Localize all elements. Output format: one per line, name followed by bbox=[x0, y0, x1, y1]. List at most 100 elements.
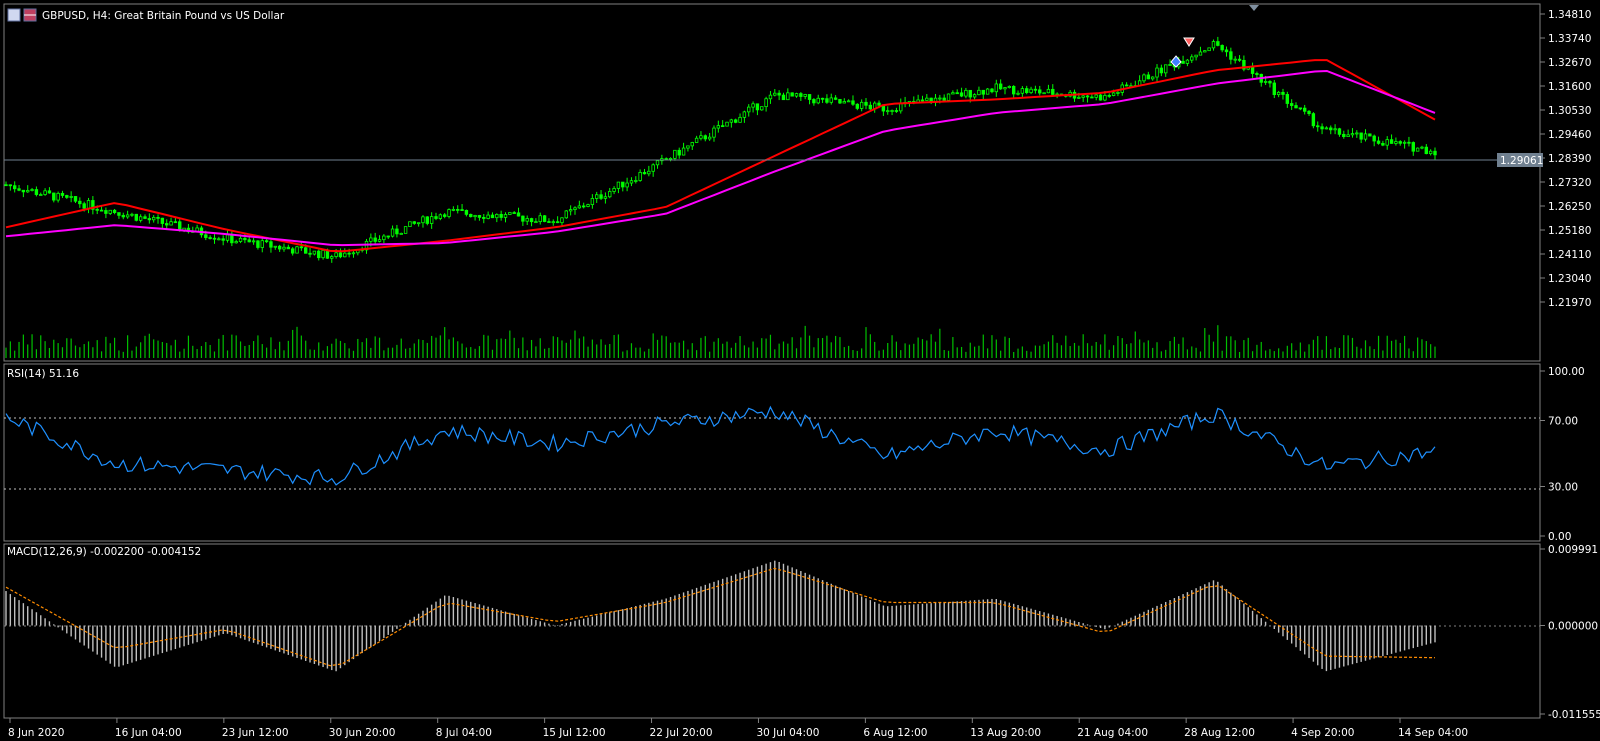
candle-body bbox=[282, 246, 286, 250]
time-axis: 8 Jun 2020 16 Jun 04:00 23 Jun 12:00 30 Jun… bbox=[8, 718, 1468, 739]
candle-body bbox=[382, 235, 386, 241]
candle-body bbox=[807, 94, 812, 100]
candle-body bbox=[477, 215, 482, 218]
candle-body bbox=[277, 245, 282, 250]
time-axis-label: 16 Jun 04:00 bbox=[115, 727, 182, 739]
candle-body bbox=[651, 164, 655, 172]
candle-body bbox=[942, 97, 946, 101]
candle-body bbox=[1029, 88, 1033, 93]
candle-body bbox=[938, 97, 942, 100]
candle-body bbox=[751, 103, 755, 108]
candle-body bbox=[334, 252, 338, 257]
candle-body bbox=[977, 89, 981, 96]
candle-body bbox=[742, 111, 747, 118]
candle-body bbox=[1190, 56, 1194, 61]
candle-body bbox=[712, 127, 716, 138]
chart-shift-marker-icon[interactable] bbox=[1249, 5, 1259, 11]
candle-body bbox=[1033, 88, 1038, 91]
time-axis-label: 30 Jul 04:00 bbox=[756, 727, 819, 739]
candle-body bbox=[1016, 92, 1020, 95]
trade-arrow-buy-icon[interactable] bbox=[1170, 55, 1182, 68]
candle-body bbox=[629, 180, 634, 184]
candle-body bbox=[994, 83, 999, 93]
candle-body bbox=[568, 209, 573, 212]
macd-axis: 0.009991 0.000000 -0.011555 bbox=[1540, 544, 1600, 721]
symbol-title: GBPUSD, H4: Great Britain Pound vs US Do… bbox=[42, 10, 285, 22]
price-axis-label: 1.34810 bbox=[1548, 9, 1591, 21]
candle-body bbox=[425, 216, 430, 224]
candle-body bbox=[894, 110, 899, 112]
price-axis-label: 1.21970 bbox=[1548, 297, 1591, 309]
candle-body bbox=[56, 192, 60, 201]
candle-body bbox=[1342, 133, 1346, 138]
candle-body bbox=[1255, 73, 1259, 75]
candle-body bbox=[143, 216, 147, 219]
candle-body bbox=[794, 93, 799, 97]
trade-arrow-sell-icon[interactable] bbox=[1183, 37, 1195, 47]
candle-body bbox=[269, 241, 273, 248]
macd-axis-label: 0.000000 bbox=[1548, 621, 1598, 633]
candle-body bbox=[456, 209, 460, 211]
candle-body bbox=[803, 94, 807, 97]
candle-body bbox=[121, 214, 125, 218]
time-axis-label: 22 Jul 20:00 bbox=[650, 727, 713, 739]
candle-body bbox=[151, 216, 156, 221]
candle-body bbox=[1003, 87, 1007, 90]
candle-body bbox=[985, 88, 990, 95]
price-axis-label: 1.28390 bbox=[1548, 153, 1591, 165]
time-axis-label: 4 Sep 20:00 bbox=[1291, 727, 1354, 739]
time-axis-label: 6 Aug 12:00 bbox=[863, 727, 927, 739]
candle-body bbox=[747, 106, 751, 113]
candle-body bbox=[1272, 82, 1276, 96]
candle-body bbox=[1398, 141, 1402, 144]
candle-body bbox=[734, 119, 738, 123]
candle-body bbox=[590, 198, 595, 205]
candle-body bbox=[412, 221, 416, 224]
candle-body bbox=[946, 93, 951, 101]
time-axis-label: 8 Jun 2020 bbox=[8, 727, 64, 739]
candle-body bbox=[534, 221, 538, 224]
candle-body bbox=[846, 100, 851, 103]
candle-body bbox=[1090, 96, 1094, 99]
price-axis-label: 1.32670 bbox=[1548, 57, 1591, 69]
candle-body bbox=[786, 92, 790, 101]
candle-body bbox=[1346, 134, 1350, 138]
candle-body bbox=[816, 97, 820, 104]
rsi-axis-label: 100.00 bbox=[1548, 366, 1585, 378]
current-price-tag: 1.29061 bbox=[1497, 153, 1543, 167]
candle-body bbox=[1237, 58, 1242, 61]
candle-body bbox=[694, 137, 699, 143]
candle-body bbox=[225, 234, 230, 241]
candle-body bbox=[303, 247, 308, 254]
candle-body bbox=[34, 189, 39, 195]
candle-body bbox=[165, 223, 169, 226]
candle-body bbox=[308, 252, 312, 255]
candle-body bbox=[720, 125, 725, 128]
candle-body bbox=[434, 216, 438, 219]
candle-body bbox=[26, 190, 30, 193]
candle-body bbox=[512, 212, 516, 214]
candle-body bbox=[677, 149, 681, 156]
candle-body bbox=[69, 196, 73, 198]
candle-body bbox=[690, 142, 694, 147]
candle-body bbox=[925, 97, 929, 101]
candle-body bbox=[812, 99, 816, 104]
candle-body bbox=[1281, 91, 1285, 95]
candle-body bbox=[838, 98, 842, 104]
candle-body bbox=[760, 106, 764, 111]
candle-body bbox=[173, 221, 178, 224]
candle-body bbox=[964, 89, 968, 97]
candle-body bbox=[1051, 88, 1055, 95]
candle-body bbox=[347, 252, 351, 255]
time-axis-label: 30 Jun 20:00 bbox=[329, 727, 396, 739]
candle-body bbox=[451, 209, 456, 211]
macd-signal-line bbox=[5, 567, 1436, 667]
candle-body bbox=[790, 92, 794, 97]
candle-body bbox=[78, 200, 82, 205]
candle-body bbox=[243, 237, 247, 241]
candle-body bbox=[299, 246, 304, 249]
candle-body bbox=[8, 184, 13, 187]
candle-body bbox=[91, 200, 95, 210]
candle-body bbox=[21, 189, 26, 193]
